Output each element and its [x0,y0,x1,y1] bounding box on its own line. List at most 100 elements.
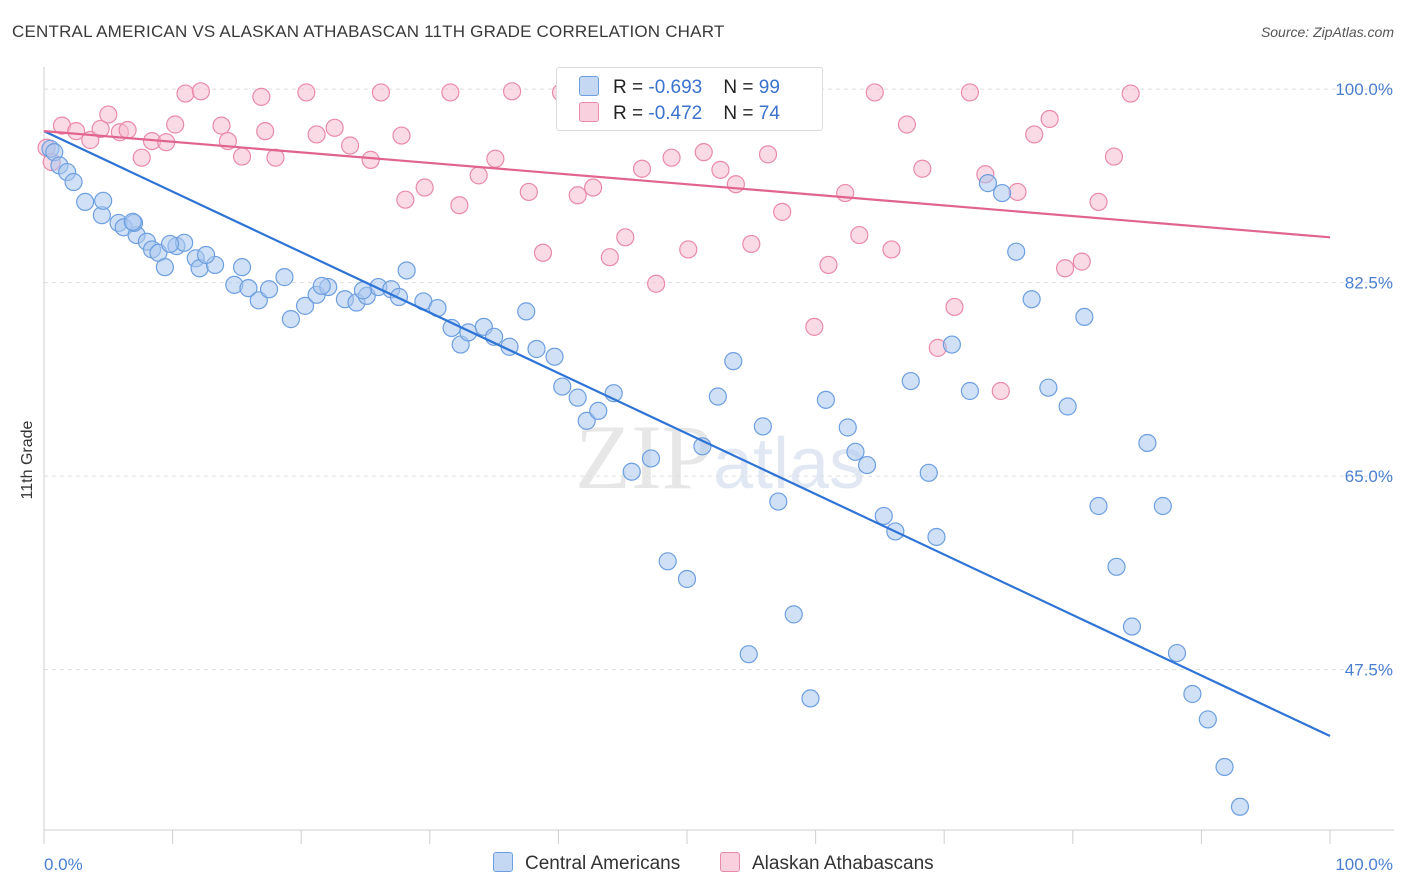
point-central-american [874,506,893,526]
point-alaskan-athabascan [991,381,1010,401]
point-alaskan-athabascan [836,183,855,203]
point-alaskan-athabascan [600,248,619,267]
point-central-american [196,245,216,265]
point-alaskan-athabascan [1121,84,1140,103]
point-alaskan-athabascan [533,243,553,262]
point-alaskan-athabascan [396,190,415,209]
point-central-american [992,183,1012,203]
legend-n-value: 99 [758,77,780,98]
legend-swatch-pink [579,102,599,122]
point-alaskan-athabascan [166,115,185,134]
point-alaskan-athabascan [758,145,778,164]
point-alaskan-athabascan [91,119,110,139]
chart-title: CENTRAL AMERICAN VS ALASKAN ATHABASCAN 1… [12,22,725,41]
y-tick-label: 65.0% [1345,467,1393,486]
point-alaskan-athabascan [679,240,698,259]
legend-r-label: R = [613,103,649,124]
point-alaskan-athabascan [865,83,884,102]
point-alaskan-athabascan [325,118,344,137]
y-tick-label: 47.5% [1345,661,1393,680]
point-central-american [978,174,998,193]
point-central-american [553,377,572,396]
trend-line-central-americans [43,130,1331,738]
point-central-american [927,527,946,547]
point-alaskan-athabascan [176,84,195,103]
point-central-american [397,261,416,280]
legend-r-value: -0.693 [648,77,703,98]
point-alaskan-athabascan [711,160,730,179]
point-central-american [769,492,788,511]
axes [43,67,1394,844]
legend-n-label: N = [723,77,759,98]
point-central-american [281,310,301,329]
point-central-american [232,258,252,277]
point-alaskan-athabascan [307,125,326,144]
legend-swatch-blue [579,76,599,96]
x-tick-label: 100.0% [1335,855,1393,874]
point-alaskan-athabascan [1104,147,1124,166]
point-central-american [838,418,857,437]
point-central-american [527,339,546,359]
point-central-american [658,552,677,571]
legend-row-alaskan-athabascans: R = -0.472 N = 74 [579,102,780,126]
point-central-american [1075,307,1094,327]
point-central-american [622,462,641,481]
point-alaskan-athabascan [616,228,635,247]
point-central-american [239,279,258,298]
point-central-american [1215,757,1234,777]
bottom-legend-alaskan-athabascans: Alaskan Athabascans [720,852,934,875]
legend-row-central-americans: R = -0.693 N = 99 [579,76,780,100]
point-central-american [275,268,294,287]
point-central-american [677,569,697,589]
point-central-american [919,463,938,482]
point-alaskan-athabascan [568,186,587,205]
point-alaskan-athabascan [132,148,151,167]
legend-r-value: -0.472 [648,103,703,124]
point-alaskan-athabascan [519,182,538,202]
trend-lines [43,130,1331,738]
point-central-american [960,381,980,401]
point-central-american [942,335,962,354]
legend-r-label: R = [613,77,649,98]
point-central-american [259,280,279,299]
point-central-american [568,388,587,407]
point-alaskan-athabascan [662,148,681,167]
point-alaskan-athabascan [742,234,761,254]
point-alaskan-athabascan [1072,252,1091,271]
point-central-american [1122,617,1142,636]
point-alaskan-athabascan [503,82,522,101]
point-central-american [312,276,331,296]
trend-line-alaskan-athabascans [43,130,1331,239]
point-central-american [784,605,803,624]
point-alaskan-athabascan [1089,192,1108,212]
point-central-american [753,417,772,436]
point-alaskan-athabascan [960,83,980,102]
point-central-american [1089,496,1108,516]
point-alaskan-athabascan [726,175,745,194]
point-central-american [155,258,174,277]
point-alaskan-athabascan [212,116,231,135]
point-central-american [517,302,536,321]
point-alaskan-athabascan [361,150,380,169]
point-central-american [295,296,315,315]
bottom-legend-swatch-blue [493,852,513,872]
point-alaskan-athabascan [256,122,275,141]
point-alaskan-athabascan [1025,125,1044,144]
point-alaskan-athabascan [486,149,505,168]
point-alaskan-athabascan [882,240,901,259]
point-central-american [846,442,865,461]
bottom-legend-swatch-pink [720,852,740,872]
point-alaskan-athabascan [469,166,488,185]
chart-source: Source: ZipAtlas.com [1260,24,1394,40]
bottom-legend-label-1: Central Americans [525,853,681,874]
point-central-american [816,390,835,409]
point-central-american [160,234,180,254]
point-alaskan-athabascan [67,122,86,141]
point-alaskan-athabascan [819,255,838,275]
point-central-american [724,352,743,371]
point-alaskan-athabascan [99,105,118,124]
y-tick-label: 82.5% [1345,274,1393,293]
point-central-american [64,172,83,192]
bottom-legend-label-2: Alaskan Athabascans [752,853,934,874]
